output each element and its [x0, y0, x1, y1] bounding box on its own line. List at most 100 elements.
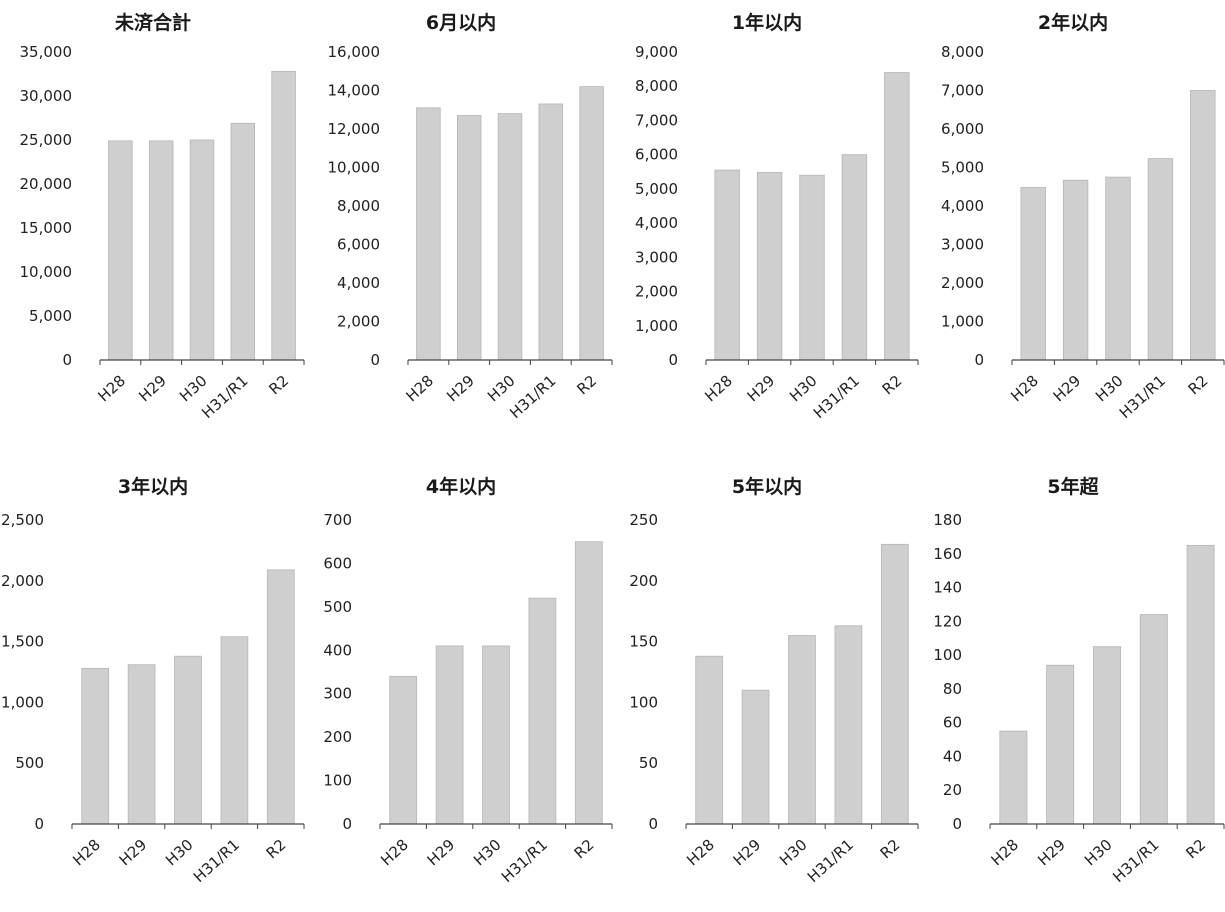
- y-tick-label: 6,000: [941, 120, 984, 138]
- y-tick-label: 400: [323, 641, 352, 659]
- bar: [148, 140, 174, 361]
- bar: [538, 103, 564, 361]
- x-tick-label: H30: [176, 372, 211, 406]
- x-tick-label: H30: [470, 836, 505, 870]
- y-tick-label: 0: [668, 351, 678, 369]
- bar: [1062, 179, 1089, 361]
- x-tick-label: H31/R1: [1116, 372, 1169, 422]
- y-tick-label: 80: [943, 680, 962, 698]
- y-tick-label: 35,000: [20, 43, 73, 61]
- y-tick-label: 3,000: [635, 248, 678, 266]
- x-tick-label: H31/R1: [810, 372, 863, 422]
- bar: [1020, 187, 1046, 361]
- bar: [416, 107, 441, 361]
- x-tick-label: R2: [879, 372, 906, 399]
- chart-panel: 未済合計 0 5,000 10,000 15,000 20,000 25,000 30,000…: [0, 0, 306, 448]
- chart-panel: 6月以内 0 2,000 4,000 6,000 8,000 10,000 12,000 14,…: [308, 0, 614, 448]
- y-tick-label: 10,000: [328, 159, 381, 177]
- y-tick-label: 30,000: [20, 87, 73, 105]
- y-tick-label: 2,000: [1, 572, 44, 590]
- y-tick-label: 7,000: [635, 111, 678, 129]
- bar: [189, 139, 215, 361]
- y-tick-label: 0: [370, 351, 380, 369]
- bar: [389, 675, 418, 825]
- y-tick-label: 0: [34, 815, 44, 833]
- y-tick-label: 0: [342, 815, 352, 833]
- chart-title: 5年超: [1047, 476, 1099, 498]
- x-tick-label: H31/R1: [804, 836, 857, 886]
- y-tick-label: 140: [933, 579, 962, 597]
- bar: [884, 72, 910, 361]
- bar: [714, 169, 740, 361]
- chart-title: 2年以内: [1037, 12, 1109, 34]
- x-tick-label: H29: [730, 836, 765, 870]
- bar: [799, 174, 825, 361]
- y-tick-label: 1,000: [1, 693, 44, 711]
- y-tick-label: 25,000: [20, 131, 73, 149]
- chart-panel: 5年以内 0 50 100 150 200 250 H28 H29 H30 H31/R1 R2: [614, 464, 920, 912]
- x-tick-label: H29: [135, 372, 170, 406]
- y-tick-label: 300: [323, 685, 352, 703]
- y-tick-label: 5,000: [29, 307, 72, 325]
- chart-title: 4年以内: [425, 476, 497, 498]
- bar: [271, 70, 296, 361]
- bar: [834, 625, 863, 825]
- x-tick-label: R2: [573, 372, 600, 399]
- y-tick-label: 8,000: [941, 43, 984, 61]
- bar: [220, 636, 249, 825]
- y-tick-label: 12,000: [328, 120, 381, 138]
- bar: [266, 569, 295, 825]
- x-tick-label: H31/R1: [498, 836, 551, 886]
- x-tick-label: H28: [683, 836, 718, 870]
- y-tick-label: 1,000: [635, 317, 678, 335]
- y-tick-label: 100: [933, 646, 962, 664]
- y-tick-label: 50: [639, 754, 658, 772]
- y-tick-label: 1,500: [1, 633, 44, 651]
- y-tick-label: 0: [974, 351, 984, 369]
- x-tick-label: H31/R1: [190, 836, 243, 886]
- x-tick-label: H28: [94, 372, 129, 406]
- chart-title: 未済合計: [114, 12, 191, 34]
- x-tick-label: R2: [1182, 836, 1209, 863]
- y-tick-label: 16,000: [328, 43, 381, 61]
- y-tick-label: 40: [943, 747, 962, 765]
- y-tick-label: 5,000: [635, 180, 678, 198]
- bar: [841, 154, 868, 361]
- chart-panel: 1年以内 0 1,000 2,000 3,000 4,000 5,000 6,000 7,000…: [614, 0, 920, 448]
- y-tick-label: 20,000: [20, 175, 73, 193]
- x-tick-label: H30: [162, 836, 197, 870]
- y-tick-label: 60: [943, 714, 962, 732]
- bar: [880, 543, 909, 825]
- bar-chart: 0 2,000 4,000 6,000 8,000 10,000 12,000 14,000 1…: [328, 43, 613, 422]
- bar: [788, 635, 816, 825]
- y-tick-label: 250: [629, 511, 658, 529]
- y-tick-label: 2,000: [337, 313, 380, 331]
- y-tick-label: 600: [323, 554, 352, 572]
- y-tick-label: 120: [933, 612, 962, 630]
- chart-title: 6月以内: [425, 12, 497, 34]
- y-tick-label: 0: [648, 815, 658, 833]
- y-tick-label: 1,000: [941, 313, 984, 331]
- y-tick-label: 4,000: [337, 274, 380, 292]
- chart-title: 3年以内: [117, 476, 189, 498]
- bar: [456, 115, 482, 361]
- bar: [1046, 664, 1075, 825]
- y-tick-label: 100: [323, 772, 352, 790]
- y-tick-label: 8,000: [635, 77, 678, 95]
- y-tick-label: 4,000: [635, 214, 678, 232]
- y-tick-label: 4,000: [941, 197, 984, 215]
- y-tick-label: 5,000: [941, 159, 984, 177]
- x-tick-label: R2: [877, 836, 904, 863]
- y-tick-label: 500: [323, 598, 352, 616]
- x-tick-label: H29: [116, 836, 151, 870]
- x-tick-label: H28: [701, 372, 736, 406]
- bar: [741, 689, 770, 825]
- bar: [999, 730, 1028, 825]
- bar: [574, 541, 603, 825]
- bar: [1105, 176, 1131, 361]
- x-tick-label: H31/R1: [198, 372, 251, 422]
- y-tick-label: 14,000: [328, 82, 381, 100]
- x-tick-label: H30: [1081, 836, 1116, 870]
- y-tick-label: 200: [323, 728, 352, 746]
